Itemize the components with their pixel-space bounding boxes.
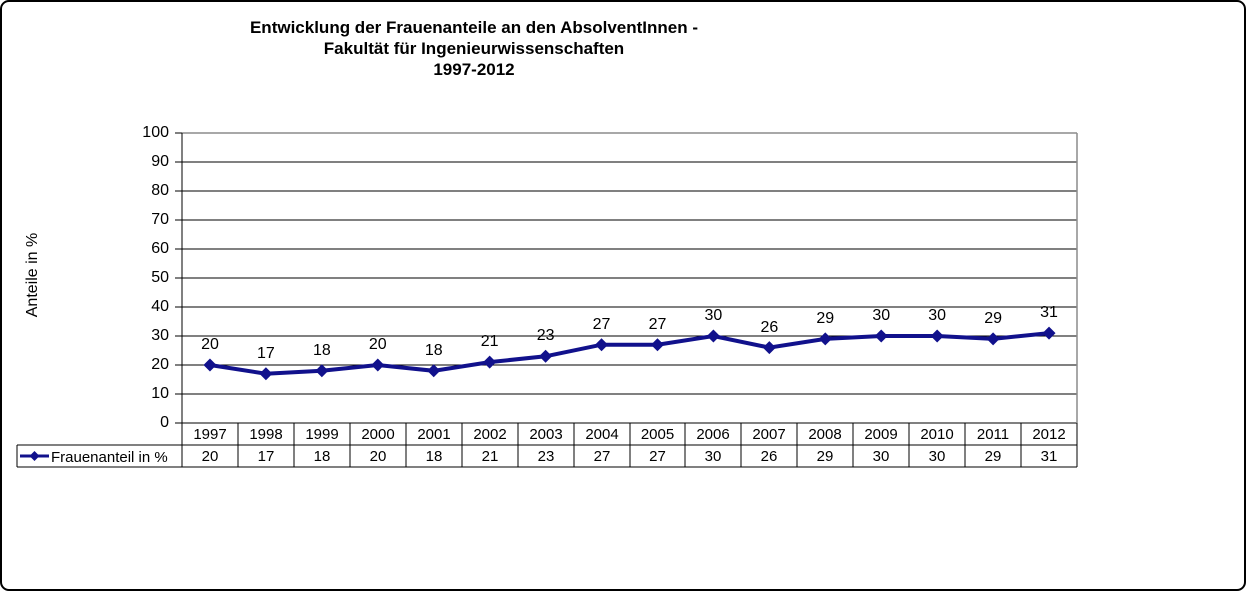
value-cell: 27	[593, 448, 611, 465]
value-cell: 18	[313, 448, 331, 465]
value-cell: 27	[649, 448, 666, 465]
data-label: 23	[536, 327, 555, 345]
data-label: 30	[872, 307, 891, 324]
value-cell: 21	[481, 448, 499, 465]
value-cell: 30	[928, 448, 946, 465]
diamond-marker	[427, 364, 441, 378]
data-label: 18	[424, 341, 443, 359]
diamond-marker	[818, 332, 832, 346]
value-cell: 29	[816, 448, 834, 465]
legend-diamond-marker	[29, 451, 40, 461]
data-label: 31	[1040, 304, 1058, 322]
year-cell: 2012	[1032, 426, 1066, 443]
data-label: 27	[592, 315, 611, 333]
y-tick-label: 100	[142, 124, 169, 141]
value-cell: 17	[257, 448, 275, 465]
year-cell: 1998	[249, 426, 283, 443]
year-cell: 2003	[529, 426, 563, 443]
year-cell: 2007	[752, 426, 786, 443]
year-cell: 2000	[361, 426, 395, 443]
data-label: 29	[816, 309, 835, 327]
diamond-marker	[315, 364, 329, 378]
y-tick-label: 0	[160, 414, 169, 431]
year-cell: 2004	[585, 426, 619, 443]
data-label: 17	[257, 344, 275, 362]
legend-label: Frauenanteil in %	[51, 449, 168, 466]
y-tick-label: 80	[151, 182, 169, 199]
data-label: 18	[312, 341, 331, 359]
y-tick-label: 40	[151, 298, 169, 315]
value-cell: 31	[1040, 448, 1058, 465]
diamond-marker	[595, 338, 609, 352]
year-cell: 2010	[920, 426, 954, 443]
value-cell: 30	[704, 448, 722, 465]
diamond-marker	[259, 367, 273, 381]
data-label: 30	[704, 307, 723, 324]
value-cell: 26	[760, 448, 778, 465]
y-tick-label: 50	[151, 269, 169, 286]
diamond-marker	[986, 332, 1000, 346]
diamond-marker	[371, 358, 385, 372]
chart-title: Entwicklung der Frauenanteile an den Abs…	[249, 18, 699, 79]
data-label: 27	[648, 315, 667, 333]
diamond-marker	[483, 355, 497, 369]
diamond-marker	[762, 341, 776, 355]
data-label: 26	[760, 318, 779, 336]
value-cell: 30	[872, 448, 890, 465]
data-label: 30	[928, 307, 947, 324]
data-label: 21	[480, 333, 499, 351]
y-tick-label: 30	[151, 327, 169, 344]
value-cell: 23	[537, 448, 555, 465]
year-cell: 2005	[640, 426, 675, 443]
data-label: 20	[368, 336, 387, 353]
year-cell: 2002	[473, 426, 507, 443]
year-cell: 2006	[696, 426, 730, 443]
diamond-marker	[650, 338, 664, 352]
value-cell: 18	[425, 448, 443, 465]
series-line	[209, 331, 1050, 376]
diamond-marker	[1042, 326, 1056, 340]
data-label: 29	[984, 309, 1002, 327]
y-tick-label: 60	[151, 240, 169, 257]
y-tick-label: 70	[151, 211, 169, 228]
year-cell: 1997	[193, 426, 227, 443]
value-cell: 20	[369, 448, 387, 465]
year-cell: 2011	[976, 426, 1010, 443]
year-cell: 2009	[864, 426, 898, 443]
year-cell: 1999	[305, 426, 339, 443]
y-tick-label: 10	[151, 385, 169, 402]
value-cell: 29	[984, 448, 1002, 465]
diamond-marker	[706, 329, 720, 343]
y-tick-label: 90	[151, 153, 169, 170]
diamond-marker	[930, 329, 944, 343]
year-cell: 2001	[417, 426, 451, 443]
data-label: 20	[201, 336, 219, 353]
y-tick-label: 20	[151, 356, 169, 373]
diamond-marker	[874, 329, 888, 343]
year-cell: 2008	[808, 426, 842, 443]
diamond-marker	[539, 349, 553, 363]
diamond-marker	[203, 358, 217, 372]
value-cell: 20	[201, 448, 219, 465]
